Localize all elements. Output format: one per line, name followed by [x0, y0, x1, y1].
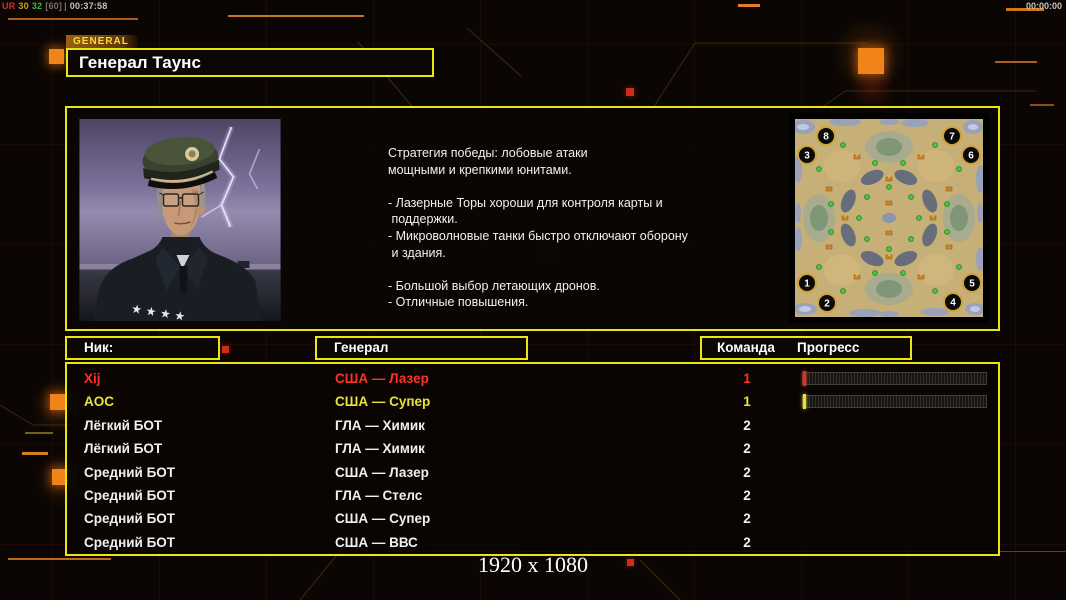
strategy-line	[388, 178, 728, 195]
player-general: ГЛА — Химик	[335, 417, 425, 433]
deco-square	[50, 394, 66, 410]
players-table: Xij США — Лазер 1 AOC США — Супер 1 Лёгк…	[65, 362, 1000, 556]
start-position-marker: 6	[968, 151, 974, 162]
player-nick: Средний БОТ	[84, 487, 176, 503]
strategy-line: - Отличные повышения.	[388, 295, 529, 310]
start-position-marker: 7	[949, 132, 955, 143]
deco-square-red	[627, 559, 634, 566]
player-nick: AOC	[84, 394, 114, 410]
player-team: 1	[743, 371, 751, 386]
start-position-marker: 5	[969, 279, 975, 290]
elapsed-time: 00:37:58	[69, 1, 108, 11]
player-team: 2	[743, 511, 751, 527]
general-name: Генерал Таунс	[79, 53, 201, 72]
deco-dash	[995, 61, 1037, 63]
resolution-label: 1920 x 1080	[478, 552, 588, 577]
deco-square-red	[222, 346, 229, 353]
column-header-progress: Прогресс	[797, 340, 860, 355]
strategy-line: - Лазерные Торы хороши для контроля карт…	[388, 195, 663, 210]
player-team: 2	[743, 464, 751, 480]
strategy-line: поддержки.	[388, 212, 458, 227]
player-nick: Средний БОТ	[84, 464, 176, 480]
player-team: 2	[743, 441, 751, 457]
player-general: ГЛА — Стелс	[335, 487, 423, 503]
player-team: 2	[743, 417, 751, 433]
minimap-image: 8 3 7 6 1 2 5 4	[791, 118, 985, 317]
general-info-panel: ★ ★ ★ ★	[65, 106, 1000, 331]
strategy-text: Стратегия победы: лобовые атаки мощными …	[388, 145, 728, 311]
player-row: Xij США — Лазер 1	[67, 367, 998, 390]
progress-tick	[803, 394, 806, 410]
player-nick: Средний БОТ	[84, 511, 176, 527]
player-nick: Средний БОТ	[84, 534, 176, 550]
fps-label: UR	[2, 1, 16, 11]
player-team: 2	[743, 487, 751, 503]
start-position-marker: 4	[950, 298, 956, 309]
start-position-marker: 8	[823, 132, 829, 143]
general-tab-label: GENERAL	[66, 35, 138, 49]
general-portrait-image: ★ ★ ★ ★	[79, 119, 281, 324]
start-position-marker: 3	[804, 151, 810, 162]
strategy-line: - Большой выбор летающих дронов.	[388, 278, 600, 293]
player-row: Средний БОТ США — Супер 2	[67, 507, 998, 530]
deco-dash	[22, 452, 48, 455]
player-row: Средний БОТ США — Лазер 2	[67, 461, 998, 484]
strategy-line: мощными и крепкими юнитами.	[388, 162, 572, 177]
player-general: США — Лазер	[335, 371, 429, 386]
player-row: Лёгкий БОТ ГЛА — Химик 2	[67, 437, 998, 460]
player-general: ГЛА — Химик	[335, 441, 425, 457]
general-title-box: Генерал Таунс	[66, 48, 434, 77]
player-row: Средний БОТ США — ВВС 2	[67, 531, 998, 554]
deco-dash	[738, 4, 760, 7]
player-general: США — Супер	[335, 511, 431, 527]
player-row: Лёгкий БОТ ГЛА — Химик 2	[67, 414, 998, 437]
player-row: AOC США — Супер 1	[67, 390, 998, 413]
minimap-start-positions: 8 3 7 6 1 2 5 4	[797, 126, 982, 313]
strategy-line: и здания.	[388, 245, 446, 260]
player-nick: Xij	[84, 371, 101, 386]
player-nick: Лёгкий БОТ	[84, 417, 163, 433]
start-position-marker: 2	[824, 299, 830, 310]
deco-square-red	[626, 88, 634, 96]
player-general: США — ВВС	[335, 534, 418, 550]
match-timer: 00:00:00	[1025, 1, 1062, 11]
column-header-general: Генерал	[315, 336, 528, 360]
progress-tick	[803, 371, 806, 386]
player-row: Средний БОТ ГЛА — Стелс 2	[67, 484, 998, 507]
player-general: США — Супер	[335, 394, 431, 410]
strategy-line: - Микроволновые танки быстро отключают о…	[388, 228, 688, 243]
player-progress-bar	[802, 394, 987, 410]
player-team: 2	[743, 534, 751, 550]
column-header-nick: Ник:	[65, 336, 220, 360]
column-header-team: Команда	[717, 340, 775, 355]
deco-dash	[1006, 8, 1044, 11]
player-team: 1	[743, 394, 751, 410]
column-header-team-progress: Команда Прогресс	[700, 336, 912, 360]
strategy-line: Стратегия победы: лобовые атаки	[388, 146, 588, 160]
deco-dash	[1030, 104, 1054, 106]
player-nick: Лёгкий БОТ	[84, 441, 163, 457]
deco-square	[52, 469, 68, 485]
deco-dash	[8, 18, 138, 20]
player-progress-bar	[802, 371, 987, 386]
general-portrait: ★ ★ ★ ★	[79, 119, 281, 324]
minimap: 8 3 7 6 1 2 5 4	[789, 113, 989, 323]
strategy-line	[388, 261, 728, 278]
deco-dash	[8, 558, 111, 560]
fps-counter: UR 30 32 [60] | 00:37:58	[2, 1, 108, 11]
deco-square	[49, 49, 64, 64]
player-general: США — Лазер	[335, 464, 429, 480]
deco-square	[858, 48, 884, 74]
start-position-marker: 1	[804, 279, 810, 290]
deco-dash	[228, 15, 364, 17]
